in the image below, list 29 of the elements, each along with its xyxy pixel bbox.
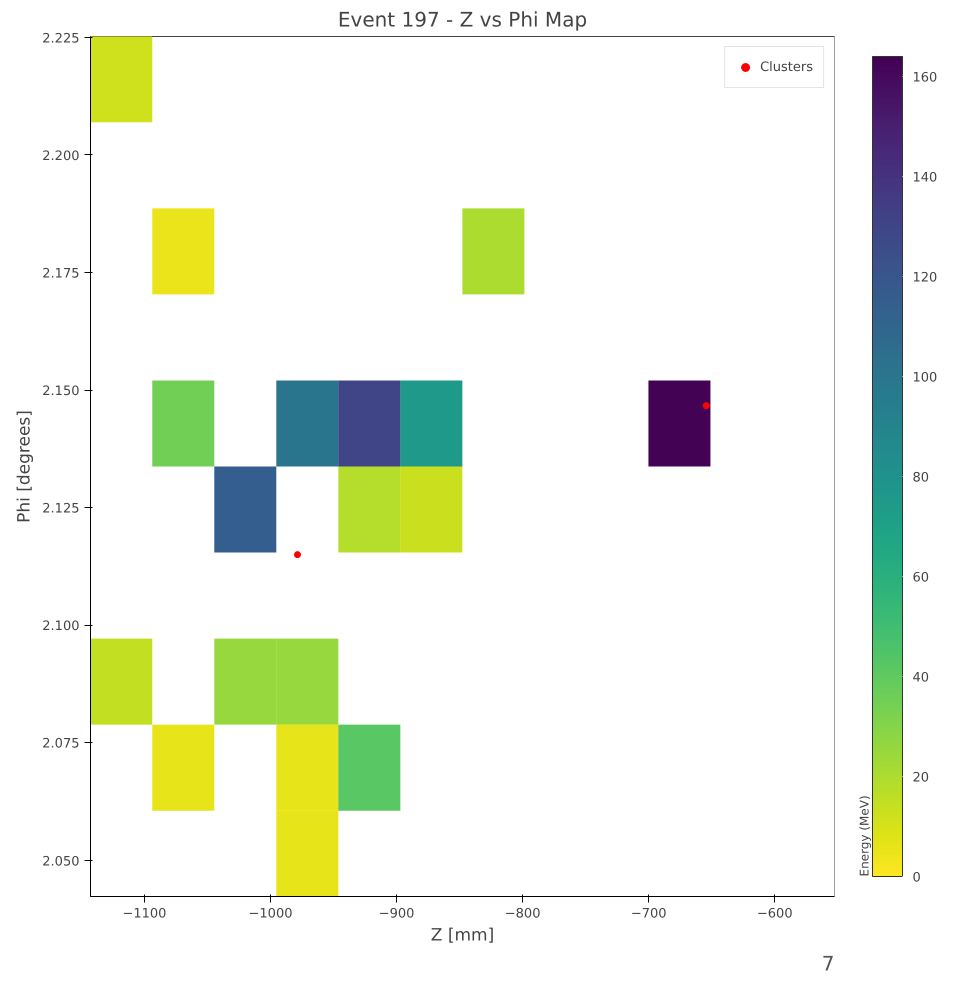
x-tick-label: −600 bbox=[756, 906, 793, 922]
x-tick-label: −1000 bbox=[248, 906, 293, 922]
x-tick-label: −700 bbox=[630, 906, 667, 922]
y-tick-label: 2.075 bbox=[42, 736, 80, 752]
color-bar-title: Energy (MeV) bbox=[858, 795, 872, 876]
y-tick-label: 2.200 bbox=[42, 148, 80, 164]
color-bar-label: 120 bbox=[912, 270, 938, 286]
chart-title: Event 197 - Z vs Phi Map bbox=[338, 8, 588, 32]
x-tick-label: −800 bbox=[504, 906, 540, 922]
y-axis-title: Phi [degrees] bbox=[14, 410, 34, 523]
y-tick-label: 2.050 bbox=[42, 854, 80, 870]
text: 7 bbox=[822, 952, 835, 976]
y-tick-label: 2.150 bbox=[42, 384, 80, 400]
y-tick-label: 2.125 bbox=[42, 502, 80, 517]
color-bar-label: 140 bbox=[912, 170, 938, 186]
y-tick-label: 2.175 bbox=[42, 266, 80, 282]
color-bar-label: 20 bbox=[912, 770, 930, 786]
color-bar-label: 160 bbox=[912, 70, 938, 86]
y-tick-label: 2.100 bbox=[42, 619, 80, 634]
color-bar-label: 100 bbox=[912, 370, 938, 386]
color-bar-label: 60 bbox=[912, 570, 930, 586]
x-tick-label: −900 bbox=[378, 906, 414, 922]
color-bar-label: 40 bbox=[912, 670, 930, 686]
color-bar-label: 80 bbox=[912, 470, 930, 486]
x-tick-label: −1100 bbox=[122, 906, 166, 922]
color-bar-label: 0 bbox=[912, 870, 921, 886]
x-axis-title: Z [mm] bbox=[430, 926, 494, 946]
y-tick-label: 2.225 bbox=[42, 31, 80, 46]
legend-label: Clusters bbox=[760, 60, 813, 74]
